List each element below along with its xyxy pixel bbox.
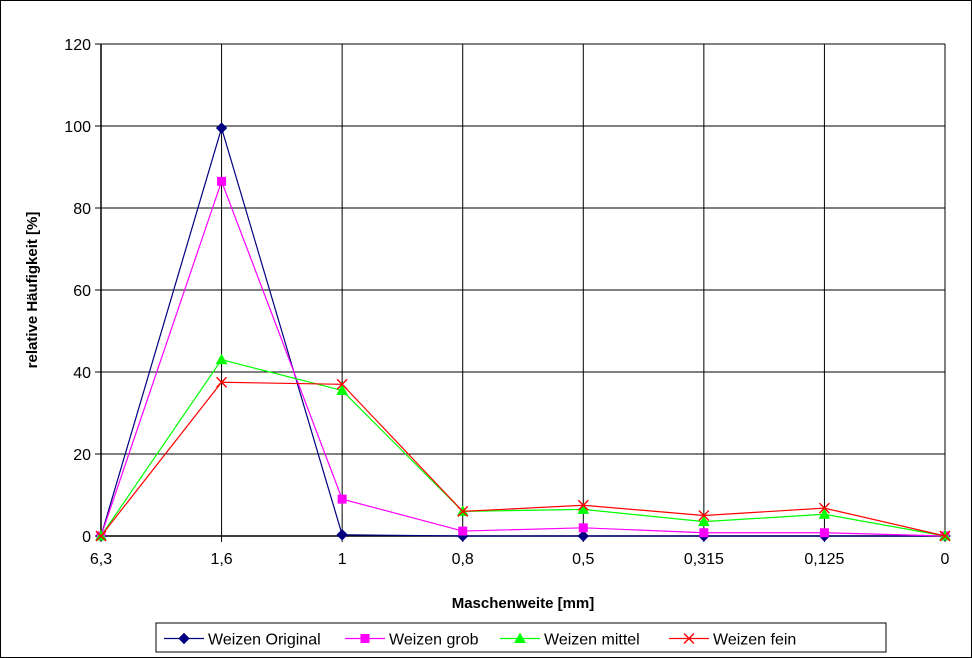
data-point-s2 [699,528,709,538]
y-tick-label: 60 [73,283,91,300]
plot-area: 0 20 40 60 80 100 120 6,3 1,6 1 0,8 0,5 0,315 0,125 0 [64,37,951,568]
data-point-s1 [336,529,348,541]
legend-marker-4 [683,633,695,644]
data-point-s3 [818,508,831,519]
legend-label-2: Weizen grob [389,632,479,649]
y-tick-label: 80 [73,201,91,218]
series-line-4 [100,381,946,537]
y-tick-label: 120 [64,37,91,54]
x-tick-label: 0,5 [572,551,594,568]
data-point-s4 [95,530,107,542]
y-axis-title: relative Häufigkeit [%] [24,212,41,369]
legend-marker-2 [360,634,370,643]
data-point-s1 [215,122,228,134]
x-tick-label: 0,125 [804,551,844,568]
series-line-2 [100,179,946,537]
data-point-s4-stroke [577,499,589,511]
data-point-s3 [698,515,710,527]
data-point-s4 [457,505,469,517]
y-tick-label: 40 [73,365,91,382]
data-point-s4-stroke [698,510,710,521]
series-line-3 [100,359,946,537]
data-point-s4 [818,502,830,514]
data-point-s4 [336,378,348,390]
data-point-s2 [578,523,588,533]
data-point-s2 [217,176,227,186]
data-point-s4 [216,376,228,388]
y-tick-label: 0 [82,529,91,546]
x-axis-title: Maschenweite [mm] [452,595,595,612]
data-point-s3 [215,353,228,365]
data-point-s4-stroke [939,530,951,542]
data-point-s3 [336,384,348,395]
legend-label-3: Weizen mittel [544,632,640,649]
legend-marker-4-stroke [683,633,695,644]
x-tick-label: 0,315 [684,551,724,568]
data-point-s2 [337,494,347,504]
x-tick-label: 0,8 [452,551,474,568]
data-point-s4-stroke [457,505,469,517]
data-point-s1 [577,530,589,542]
legend-label-4: Weizen fein [713,632,796,649]
data-point-s4 [698,510,710,521]
series-line-1 [100,125,945,537]
x-tick-label: 1,6 [210,551,232,568]
data-point-s4-stroke [818,502,830,514]
x-tick-label: 0 [941,551,950,568]
data-point-s4-stroke [336,378,348,390]
legend-label-1: Weizen Original [208,632,321,649]
data-point-s2 [458,526,468,536]
data-point-s4 [577,499,589,511]
data-point-s4 [939,530,951,542]
data-point-s2 [819,528,829,538]
legend: Weizen Original Weizen grob Weizen mittel W… [155,622,887,653]
data-point-s4-stroke [95,530,107,542]
x-tick-label: 6,3 [90,551,112,568]
legend-marker-1 [178,632,190,645]
y-tick-label: 20 [73,447,91,464]
data-point-s3 [577,503,590,514]
x-tick-label: 1 [338,551,347,568]
y-tick-label: 100 [64,119,91,136]
legend-marker-3 [514,632,526,643]
data-point-s4-stroke [216,376,228,388]
